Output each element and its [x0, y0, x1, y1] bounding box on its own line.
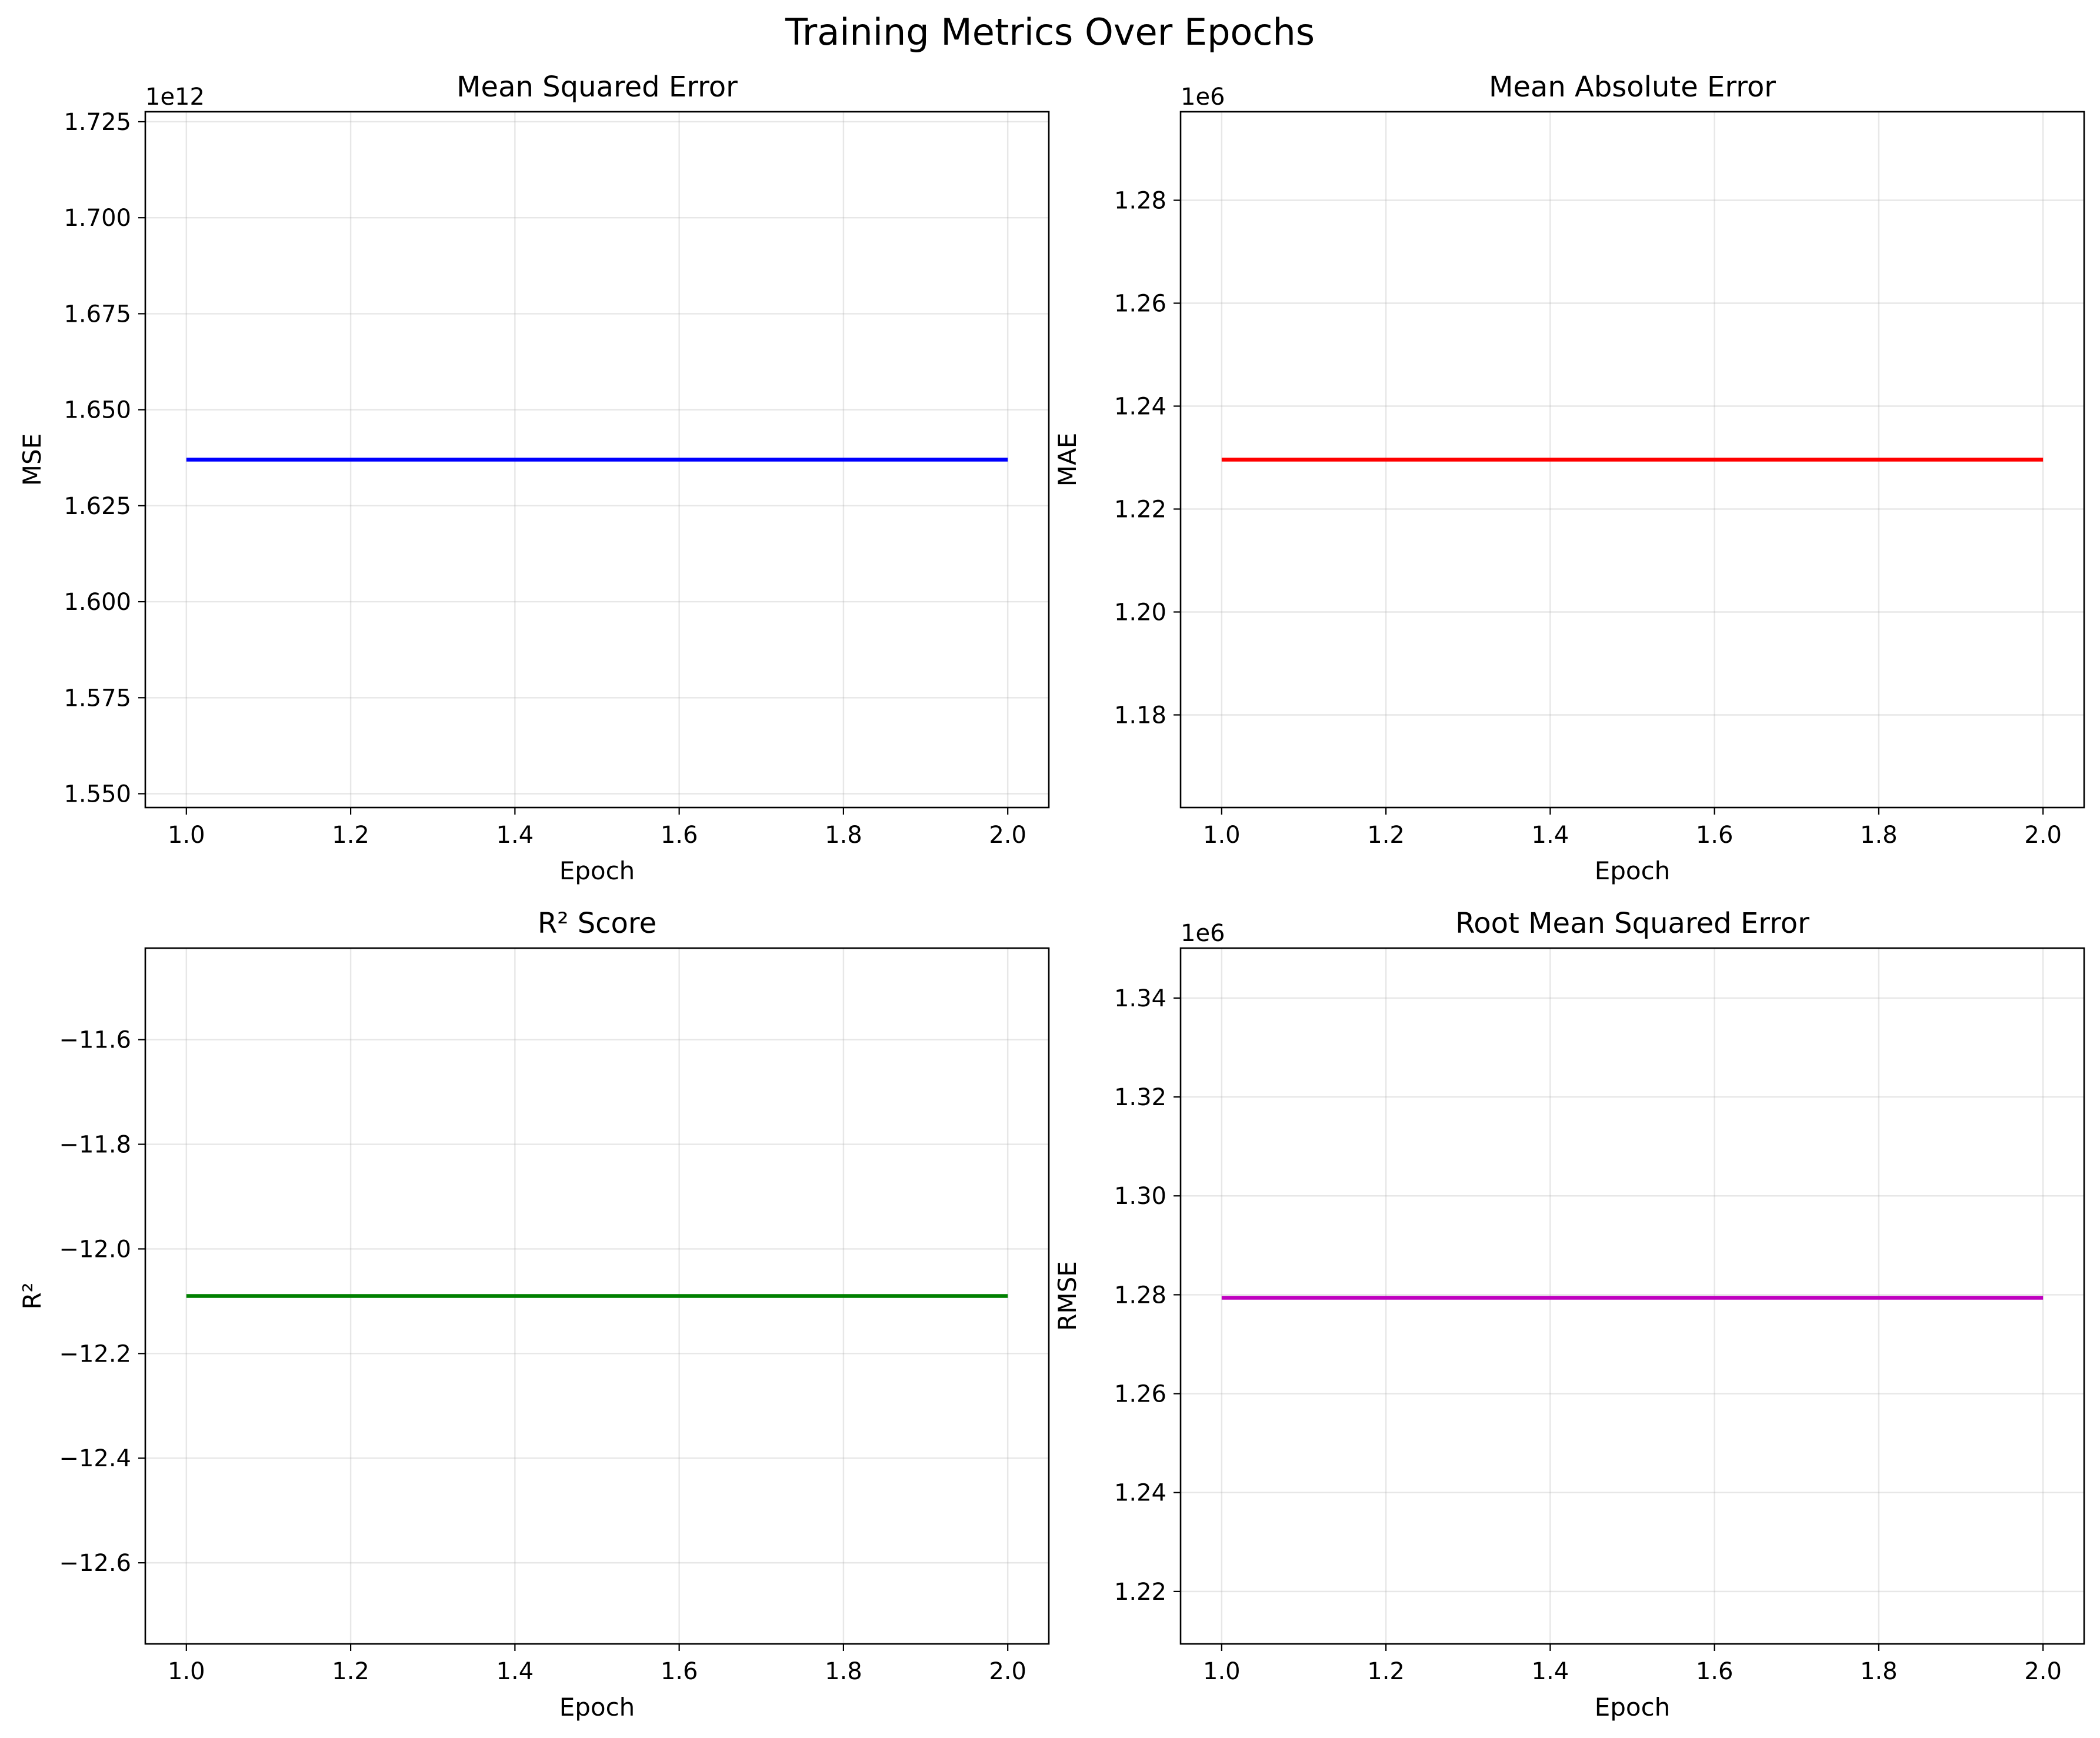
- y-tick-label: 1.550: [64, 780, 131, 808]
- x-tick-label: 1.8: [1860, 1658, 1898, 1685]
- y-tick-label: 1.22: [1114, 1579, 1166, 1606]
- subplot-1: 1.0 1.2 1.4 1.6 1.8 2.0 1.550 1.575 1.600 1.625 1.…: [18, 71, 1050, 885]
- y-tick-label: 1.725: [64, 109, 131, 136]
- x-tick-label: 2.0: [989, 1658, 1026, 1685]
- x-tick-label: 1.4: [496, 822, 534, 849]
- y-axis-label: MSE: [18, 433, 46, 486]
- axis-offset-label: 1e6: [1181, 84, 1225, 111]
- x-tick-label: 1.2: [1367, 1658, 1405, 1685]
- y-tick-label: 1.575: [64, 685, 131, 712]
- x-tick-label: 1.0: [168, 822, 205, 849]
- figure-title: Training Metrics Over Epochs: [785, 11, 1315, 54]
- subplot-title: R² Score: [538, 907, 656, 940]
- y-tick-label: 1.30: [1114, 1183, 1166, 1210]
- y-tick-label: 1.24: [1114, 1480, 1166, 1507]
- y-tick-label: 1.32: [1114, 1084, 1166, 1111]
- x-tick-label: 1.6: [1696, 1658, 1734, 1685]
- y-tick-label: 1.22: [1114, 496, 1166, 523]
- x-axis-label: Epoch: [1595, 1693, 1671, 1722]
- x-tick-label: 1.2: [1367, 822, 1405, 849]
- subplot-2: 1.0 1.2 1.4 1.6 1.8 2.0 1.18 1.20 1.22 1.24 1.26 1.…: [1053, 71, 2085, 885]
- x-tick-label: 1.8: [1860, 822, 1898, 849]
- y-axis-label: RMSE: [1053, 1261, 1082, 1331]
- y-tick-label: 1.20: [1114, 599, 1166, 626]
- y-tick-label: −12.4: [59, 1445, 131, 1472]
- axes-frame: [144, 111, 1050, 809]
- y-tick-label: −11.6: [59, 1027, 131, 1054]
- y-tick-label: 1.675: [64, 301, 131, 328]
- y-tick-label: 1.24: [1114, 393, 1166, 421]
- y-tick-label: 1.26: [1114, 291, 1166, 318]
- subplot-4: 1.0 1.2 1.4 1.6 1.8 2.0 1.22 1.24 1.26 1.28 1.30 1.…: [1053, 907, 2085, 1722]
- y-tick-label: −12.2: [59, 1340, 131, 1367]
- x-tick-label: 1.0: [168, 1658, 205, 1685]
- x-tick-label: 1.4: [496, 1658, 534, 1685]
- subplot-title: Mean Squared Error: [456, 71, 738, 104]
- x-tick-label: 1.4: [1532, 822, 1569, 849]
- x-tick-label: 1.6: [661, 822, 698, 849]
- x-tick-label: 1.0: [1203, 1658, 1241, 1685]
- x-tick-label: 1.6: [1696, 822, 1734, 849]
- axis-offset-label: 1e12: [145, 84, 205, 111]
- axes-frame: [1179, 111, 2085, 809]
- subplot-title: Root Mean Squared Error: [1455, 907, 1809, 940]
- y-axis-label: MAE: [1053, 433, 1082, 487]
- x-tick-label: 1.6: [661, 1658, 698, 1685]
- x-tick-label: 1.2: [332, 822, 369, 849]
- y-tick-label: 1.26: [1114, 1381, 1166, 1408]
- x-tick-label: 2.0: [989, 822, 1026, 849]
- y-tick-label: 1.600: [64, 589, 131, 616]
- y-axis-label: R²: [18, 1282, 46, 1309]
- x-tick-label: 2.0: [2024, 1658, 2062, 1685]
- axis-offset-label: 1e6: [1181, 920, 1225, 947]
- x-tick-label: 1.0: [1203, 822, 1241, 849]
- axes-frame: [1179, 947, 2085, 1645]
- subplot-title: Mean Absolute Error: [1489, 71, 1776, 104]
- x-tick-label: 1.4: [1532, 1658, 1569, 1685]
- y-tick-label: 1.28: [1114, 188, 1166, 215]
- subplot-3: 1.0 1.2 1.4 1.6 1.8 2.0 −12.6 −12.4 −12.2 −12.0 −1…: [18, 907, 1050, 1722]
- x-tick-label: 1.8: [825, 1658, 862, 1685]
- x-axis-label: Epoch: [559, 856, 635, 885]
- axes-frame: [144, 947, 1050, 1645]
- y-tick-label: 1.700: [64, 205, 131, 232]
- x-tick-label: 2.0: [2024, 822, 2062, 849]
- y-tick-label: 1.18: [1114, 702, 1166, 729]
- x-axis-label: Epoch: [559, 1693, 635, 1722]
- y-tick-label: 1.650: [64, 397, 131, 424]
- y-tick-label: 1.34: [1114, 985, 1166, 1012]
- y-tick-label: −12.0: [59, 1236, 131, 1263]
- y-tick-label: 1.625: [64, 493, 131, 520]
- y-tick-label: −12.6: [59, 1550, 131, 1577]
- x-tick-label: 1.8: [825, 822, 862, 849]
- x-tick-label: 1.2: [332, 1658, 369, 1685]
- y-tick-label: 1.28: [1114, 1282, 1166, 1309]
- x-axis-label: Epoch: [1595, 856, 1671, 885]
- y-tick-label: −11.8: [59, 1132, 131, 1159]
